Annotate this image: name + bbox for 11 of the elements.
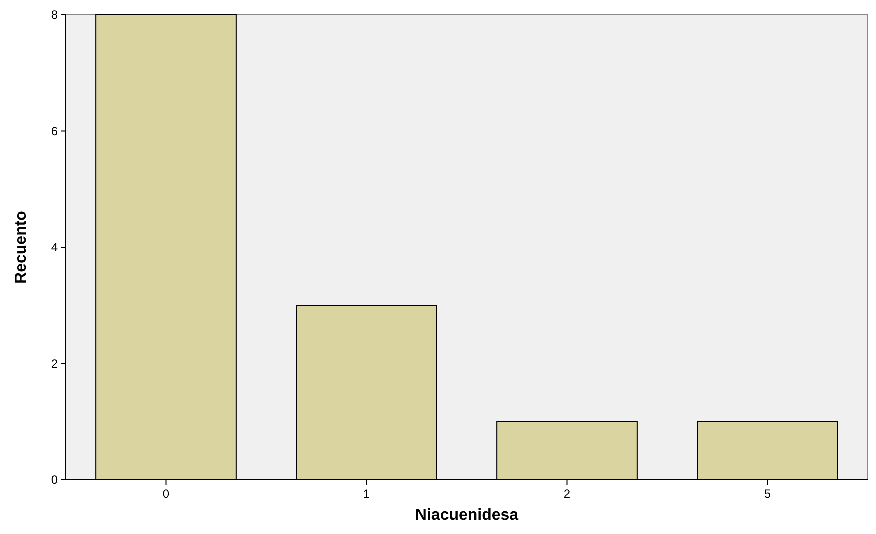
x-tick-label: 0 [162,487,170,501]
x-axis-title: Niacuenidesa [415,507,519,524]
y-axis-title: Recuento [13,210,30,284]
x-tick-label: 5 [764,487,772,501]
y-tick-label: 2 [51,356,58,371]
y-tick-label: 0 [51,473,58,488]
y-tick-label: 4 [51,240,58,255]
x-tick-label: 1 [363,487,370,501]
y-tick-label: 6 [51,124,58,138]
x-tick-label: 2 [564,487,571,501]
y-tick-label: 8 [51,8,58,22]
